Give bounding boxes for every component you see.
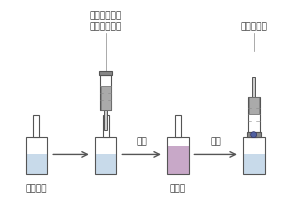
Bar <box>26 137 47 174</box>
Text: 轻摇: 轻摇 <box>136 138 147 147</box>
Bar <box>104 110 107 130</box>
Text: 快速注入含萃
取剂的分散剂: 快速注入含萃 取剂的分散剂 <box>89 11 122 31</box>
Bar <box>103 115 109 137</box>
Bar <box>243 137 265 174</box>
Bar <box>249 97 259 115</box>
Text: 离心: 离心 <box>210 138 221 147</box>
Bar <box>26 154 47 174</box>
Bar <box>175 115 181 137</box>
Bar <box>99 71 112 75</box>
Bar <box>100 75 112 110</box>
Bar <box>247 132 261 137</box>
Bar <box>34 115 39 137</box>
Bar <box>248 97 260 132</box>
Text: 吸取萃取液: 吸取萃取液 <box>240 22 267 31</box>
Bar <box>243 154 265 174</box>
Text: 乳浊液: 乳浊液 <box>169 184 186 193</box>
Bar <box>167 146 188 174</box>
Circle shape <box>251 132 256 138</box>
Bar <box>95 137 116 174</box>
Bar <box>100 86 110 110</box>
Bar <box>251 115 256 137</box>
Text: 样品溶液: 样品溶液 <box>26 184 47 193</box>
Bar <box>167 137 188 174</box>
Bar <box>252 77 255 97</box>
Bar <box>95 154 116 174</box>
